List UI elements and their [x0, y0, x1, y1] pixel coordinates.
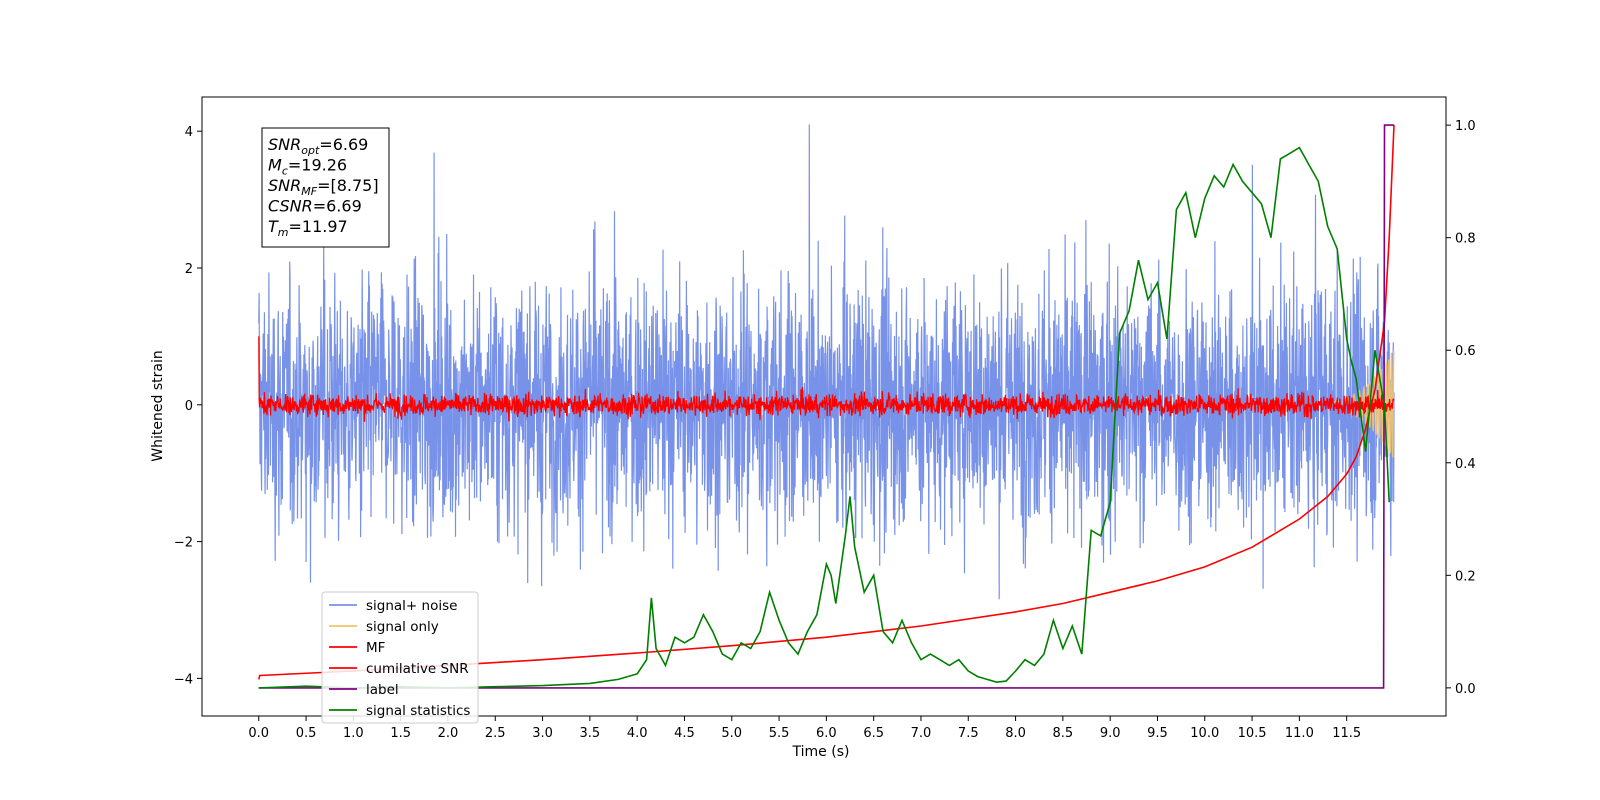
- legend-entry: signal+ noise: [366, 598, 457, 614]
- annotation-line: Mc=19.26: [268, 156, 347, 178]
- y2-tick-label: 0.0: [1455, 682, 1476, 697]
- legend: signal+ noise signal only MF cumilative SNR…: [321, 591, 479, 724]
- x-tick-label: 3.5: [580, 726, 601, 741]
- y-axis-left: 4 2 0 −2 −4: [174, 125, 202, 687]
- y-axis-right: 1.0 0.8 0.6 0.4 0.2 0.0: [1446, 119, 1476, 697]
- y2-tick-label: 0.8: [1455, 232, 1476, 247]
- x-tick-label: 11.5: [1332, 726, 1361, 741]
- x-tick-label: 1.0: [343, 726, 364, 741]
- x-tick-label: 10.0: [1190, 726, 1219, 741]
- y2-tick-label: 1.0: [1455, 119, 1476, 134]
- x-tick-label: 6.5: [863, 726, 884, 741]
- x-tick-label: 2.5: [485, 726, 506, 741]
- legend-frame: [321, 591, 479, 724]
- y-tick-label: 0: [185, 399, 193, 414]
- x-tick-label: 3.0: [532, 726, 553, 741]
- x-tick-label: 1.5: [390, 726, 411, 741]
- annotation-line: SNRMF=[8.75]: [268, 176, 379, 198]
- y-axis-label: Whitened strain: [150, 350, 166, 461]
- series-layer: [258, 124, 1395, 689]
- legend-entry: MF: [366, 640, 385, 656]
- x-tick-label: 4.0: [627, 726, 648, 741]
- annotation-frame: [261, 127, 390, 248]
- x-axis: 0.0 0.5 1.0 1.5 2.0 2.5 3.0 3.5 4.0 4.5 5.0 5.5 6.0 6…: [248, 716, 1361, 741]
- plot-frame: [201, 96, 1447, 717]
- series-line-signal-statistics: [258, 146, 1390, 689]
- x-tick-label: 0.5: [296, 726, 317, 741]
- y-tick-label: 4: [185, 125, 193, 140]
- y2-tick-label: 0.6: [1455, 344, 1476, 359]
- legend-entry: label: [366, 682, 399, 698]
- x-tick-label: 9.5: [1147, 726, 1168, 741]
- legend-entry: signal only: [366, 619, 439, 635]
- series-line-cumilative-snr: [258, 125, 1395, 680]
- y-tick-label: −4: [174, 672, 193, 687]
- stats-annotation-box: SNRopt=6.69Mc=19.26SNRMF=[8.75]CSNR=6.69…: [261, 127, 390, 248]
- x-tick-label: 8.0: [1005, 726, 1026, 741]
- annotation-line: Tm=11.97: [268, 217, 348, 239]
- x-tick-label: 7.5: [958, 726, 979, 741]
- y-tick-label: −2: [174, 536, 193, 551]
- y2-tick-label: 0.4: [1455, 457, 1476, 472]
- annotation-line: CSNR=6.69: [268, 197, 362, 216]
- legend-entry: signal statistics: [366, 703, 470, 719]
- x-tick-label: 7.0: [911, 726, 932, 741]
- x-tick-label: 5.0: [721, 726, 742, 741]
- y2-tick-label: 0.2: [1455, 569, 1476, 584]
- x-axis-label: Time (s): [792, 744, 850, 760]
- x-tick-label: 8.5: [1053, 726, 1074, 741]
- x-tick-label: 4.5: [674, 726, 695, 741]
- x-tick-label: 9.0: [1100, 726, 1121, 741]
- x-tick-label: 11.0: [1285, 726, 1314, 741]
- legend-entry: cumilative SNR: [366, 661, 469, 677]
- annotation-line: SNRopt=6.69: [268, 135, 368, 157]
- x-tick-label: 5.5: [769, 726, 790, 741]
- y-tick-label: 2: [185, 262, 193, 277]
- x-tick-label: 6.0: [816, 726, 837, 741]
- x-tick-label: 0.0: [248, 726, 269, 741]
- x-tick-label: 2.0: [438, 726, 459, 741]
- x-tick-label: 10.5: [1238, 726, 1267, 741]
- series-line-mf: [258, 336, 1395, 422]
- series-line-signal-noise: [258, 124, 1395, 600]
